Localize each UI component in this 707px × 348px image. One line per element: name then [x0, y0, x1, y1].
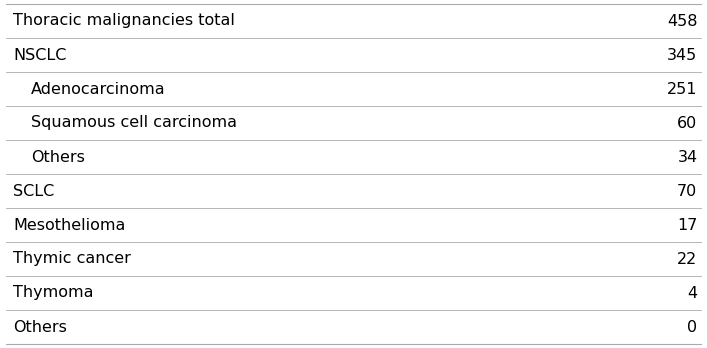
Text: 251: 251: [667, 81, 698, 96]
Text: Others: Others: [13, 319, 67, 334]
Text: 458: 458: [667, 14, 698, 29]
Text: 70: 70: [677, 183, 698, 198]
Text: 4: 4: [687, 285, 698, 301]
Text: 22: 22: [677, 252, 698, 267]
Text: 0: 0: [687, 319, 698, 334]
Text: 34: 34: [677, 150, 698, 165]
Text: Others: Others: [31, 150, 85, 165]
Text: Thoracic malignancies total: Thoracic malignancies total: [13, 14, 235, 29]
Text: Thymoma: Thymoma: [13, 285, 93, 301]
Text: Squamous cell carcinoma: Squamous cell carcinoma: [31, 116, 237, 130]
Text: Adenocarcinoma: Adenocarcinoma: [31, 81, 165, 96]
Text: Mesothelioma: Mesothelioma: [13, 218, 125, 232]
Text: 17: 17: [677, 218, 698, 232]
Text: 60: 60: [677, 116, 698, 130]
Text: NSCLC: NSCLC: [13, 47, 66, 63]
Text: SCLC: SCLC: [13, 183, 54, 198]
Text: 345: 345: [667, 47, 698, 63]
Text: Thymic cancer: Thymic cancer: [13, 252, 131, 267]
